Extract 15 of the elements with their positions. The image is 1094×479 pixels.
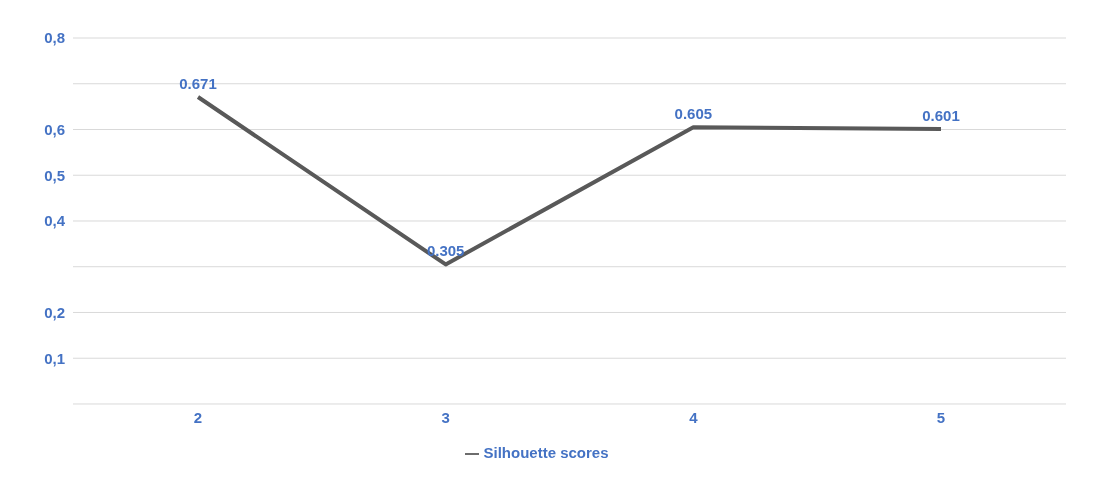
- legend-label: Silhouette scores: [483, 443, 609, 461]
- x-tick-label: 3: [441, 408, 450, 426]
- y-tick-label: 0,5: [44, 166, 65, 184]
- y-tick-label: 0,1: [44, 349, 65, 367]
- y-tick-label: 0,8: [44, 29, 65, 47]
- y-tick-label: 0,4: [44, 212, 66, 230]
- data-label: 0.605: [674, 105, 713, 123]
- y-tick-label: 0,2: [44, 303, 65, 321]
- y-tick-label: 0,6: [44, 120, 65, 138]
- data-label: 0.305: [426, 242, 465, 260]
- data-label: 0.671: [179, 75, 217, 93]
- x-tick-label: 4: [689, 408, 699, 426]
- x-tick-label: 5: [936, 408, 946, 426]
- data-label: 0.601: [922, 107, 960, 125]
- x-tick-label: 2: [193, 408, 203, 426]
